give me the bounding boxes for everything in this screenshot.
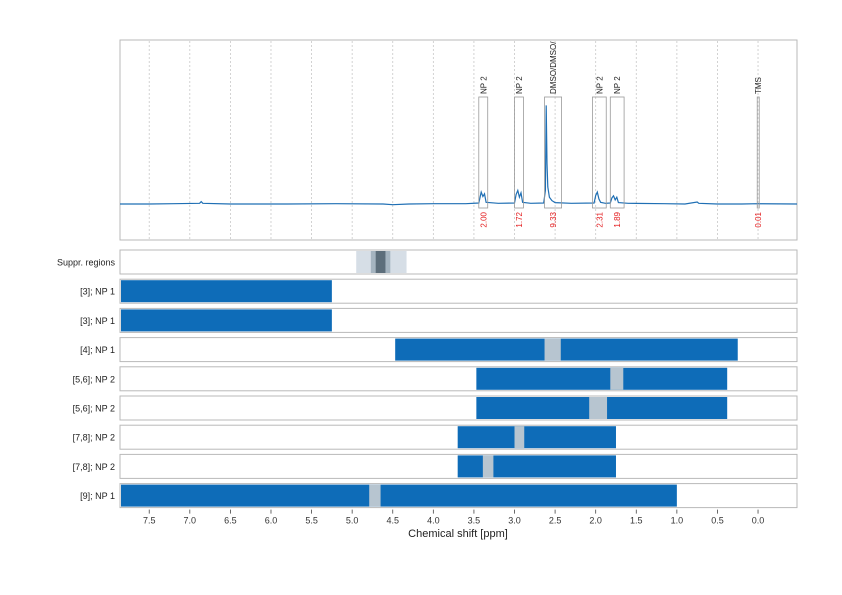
range-gap bbox=[482, 455, 494, 478]
x-tick-label: 3.5 bbox=[468, 516, 481, 526]
peak-integral: 0.01 bbox=[754, 211, 763, 227]
spectrum-frame bbox=[119, 39, 798, 241]
x-tick-label: 7.0 bbox=[184, 516, 197, 526]
range-bar bbox=[395, 338, 738, 361]
peak-label: NP 2 bbox=[595, 76, 604, 94]
peak-region-box bbox=[609, 96, 625, 209]
range-bar bbox=[121, 280, 332, 303]
range-gap bbox=[514, 426, 525, 449]
peak-label: NP 2 bbox=[479, 76, 488, 94]
x-axis-label: Chemical shift [ppm] bbox=[408, 528, 508, 540]
range-row-frame bbox=[119, 249, 798, 275]
suppression-region bbox=[375, 251, 386, 273]
suppression-row-label: Suppr. regions bbox=[57, 258, 116, 268]
x-tick-label: 6.5 bbox=[224, 516, 237, 526]
range-row-label: [3]; NP 1 bbox=[80, 287, 115, 297]
range-gap bbox=[544, 338, 561, 361]
range-row-label: [5,6]; NP 2 bbox=[73, 374, 115, 384]
peak-integral: 2.31 bbox=[595, 211, 604, 227]
range-row-label: [9]; NP 1 bbox=[80, 491, 115, 501]
peak-integral: 9.33 bbox=[549, 211, 558, 227]
x-tick-label: 4.5 bbox=[386, 516, 399, 526]
x-tick-label: 0.5 bbox=[711, 516, 724, 526]
peak-label: TMS bbox=[754, 77, 763, 94]
peak-label: NP 2 bbox=[613, 76, 622, 94]
spectrum-panel: NP 2 2.00 NP 2 1.72 DMSO/DMSO/9.33 NP 2 2.31 NP… bbox=[119, 39, 798, 241]
x-tick-label: 5.0 bbox=[346, 516, 359, 526]
range-gap bbox=[589, 397, 608, 419]
peak-region-box bbox=[514, 96, 524, 209]
peak-label: DMSO/DMSO/ bbox=[549, 41, 558, 94]
peak-region-box bbox=[478, 96, 489, 209]
x-tick-label: 4.0 bbox=[427, 516, 440, 526]
x-tick-label: 1.0 bbox=[671, 516, 684, 526]
x-tick-label: 5.5 bbox=[305, 516, 318, 526]
range-gap bbox=[610, 367, 624, 390]
x-tick-label: 6.0 bbox=[265, 516, 278, 526]
x-axis: 7.5 7.0 6.5 6.0 5.5 5.0 4.5 4.0 3.5 3.0 2.5 2.0 1.5 1… bbox=[143, 509, 765, 526]
peak-region-box bbox=[544, 96, 562, 209]
range-gap bbox=[369, 484, 381, 507]
range-row-label: [7,8]; NP 2 bbox=[73, 462, 115, 472]
peak-integral: 1.72 bbox=[515, 211, 524, 227]
peak-integral: 1.89 bbox=[613, 211, 622, 227]
range-bar bbox=[457, 455, 616, 478]
range-bar bbox=[457, 426, 616, 449]
range-row-label: [5,6]; NP 2 bbox=[73, 404, 115, 414]
range-bar bbox=[121, 484, 677, 507]
x-tick-label: 0.0 bbox=[752, 516, 765, 526]
x-tick-label: 3.0 bbox=[508, 516, 521, 526]
x-tick-label: 1.5 bbox=[630, 516, 643, 526]
spectrum-line bbox=[120, 105, 798, 206]
range-row-label: [4]; NP 1 bbox=[80, 345, 115, 355]
peak-region-box bbox=[756, 96, 760, 209]
range-bar bbox=[121, 309, 332, 332]
range-row-label: [3]; NP 1 bbox=[80, 316, 115, 326]
x-tick-label: 2.0 bbox=[589, 516, 602, 526]
peak-region-box bbox=[592, 96, 607, 209]
x-tick-label: 7.5 bbox=[143, 516, 156, 526]
peak-label: NP 2 bbox=[515, 76, 524, 94]
range-row-label: [7,8]; NP 2 bbox=[73, 433, 115, 443]
range-bar bbox=[476, 367, 728, 390]
peak-integral: 2.00 bbox=[479, 211, 488, 227]
x-tick-label: 2.5 bbox=[549, 516, 562, 526]
range-rows-panel: Suppr. regions [3]; NP 1 [3]; NP 1 [4]; NP … bbox=[57, 249, 798, 509]
